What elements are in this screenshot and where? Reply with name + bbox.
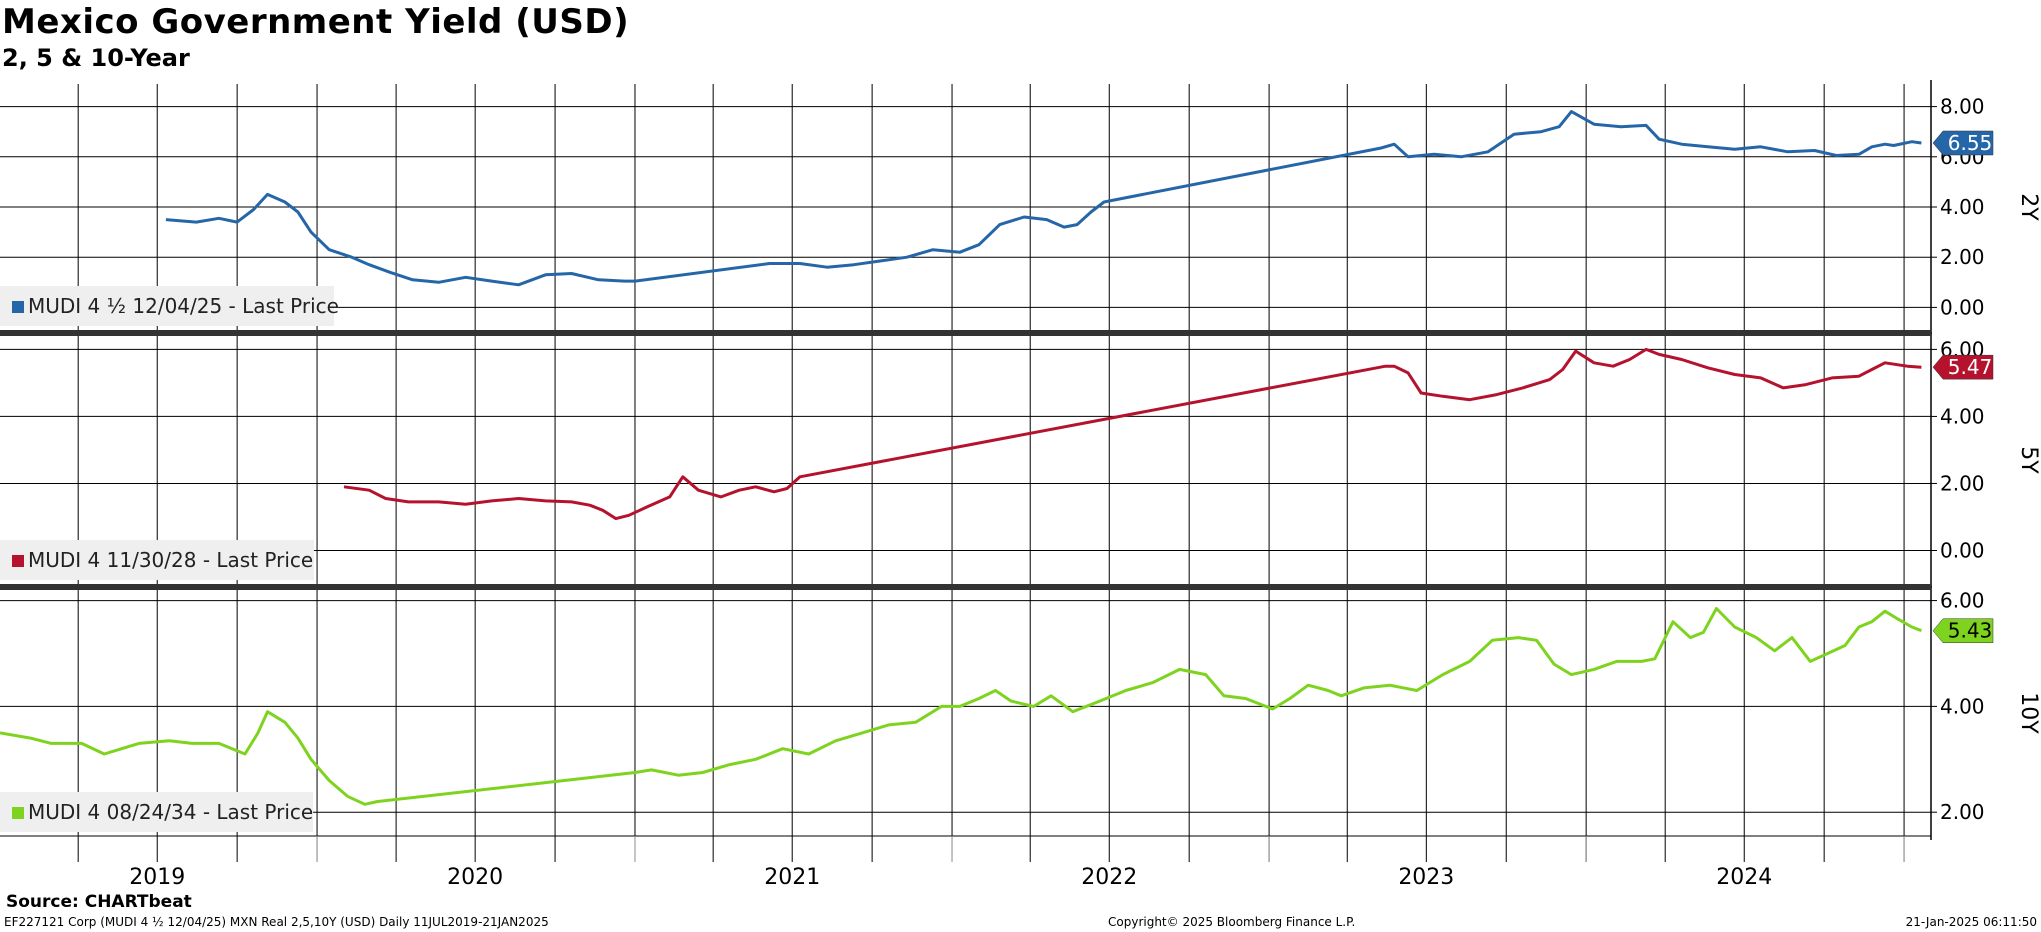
x-tick-label: 2019 (129, 865, 185, 890)
last-value-label: 5.47 (1948, 355, 1993, 379)
legend-background (0, 792, 313, 832)
panel-separator (0, 330, 1931, 336)
x-tick-label: 2023 (1398, 865, 1454, 890)
y-tick-label: 2.00 (1940, 471, 1985, 495)
legend-swatch (12, 301, 24, 313)
last-value-label: 6.55 (1948, 131, 1993, 155)
panel-10y: 6.00 4.00 2.00 10Y 5.43 MUDI 4 08/24/34 - Las… (0, 586, 2041, 840)
last-value-label: 5.43 (1948, 619, 1993, 643)
last-value-tag-shape (1932, 618, 1994, 643)
series-line-10y (0, 607, 1922, 806)
series-line-2y (165, 110, 1922, 287)
legend-entry: MUDI 4 11/30/28 - Last Price (28, 548, 313, 572)
y-tick-label: 2.00 (1940, 800, 1985, 824)
legend-background (0, 540, 314, 580)
x-tick-label: 2020 (447, 865, 503, 890)
last-value-tag: 5.47 (1932, 354, 1994, 380)
legend: MUDI 4 08/24/34 - Last Price (0, 792, 313, 832)
chart-title: Mexico Government Yield (USD) (2, 2, 630, 42)
y-tick-label: 2.00 (1940, 245, 1985, 269)
x-axis: 2019 2020 2021 2022 2023 2024 (0, 835, 1931, 890)
legend-entry: MUDI 4 ½ 12/04/25 - Last Price (28, 294, 339, 318)
x-tick-label: 2021 (764, 865, 820, 890)
y-axis-label: 2Y (2016, 193, 2041, 221)
last-value-tag: 5.43 (1932, 618, 1994, 643)
source-note: Source: CHARTbeat (6, 892, 192, 912)
legend-swatch (12, 555, 24, 567)
footer-copyright: Copyright© 2025 Bloomberg Finance L.P. (1108, 915, 1356, 929)
y-axis-label: 10Y (2016, 692, 2041, 734)
y-tick-label: 8.00 (1940, 95, 1985, 119)
last-value-tag-shape (1932, 354, 1994, 380)
y-tick-label: 4.00 (1940, 195, 1985, 219)
y-tick-label: 4.00 (1940, 694, 1985, 718)
panel-separator (0, 584, 1931, 590)
y-axis-label: 5Y (2016, 446, 2041, 474)
last-value-tag: 6.55 (1932, 130, 1994, 156)
y-tick-label: 0.00 (1940, 295, 1985, 319)
footer-security-info: EF227121 Corp (MUDI 4 ½ 12/04/25) MXN Re… (4, 915, 549, 929)
legend-entry: MUDI 4 08/24/34 - Last Price (28, 800, 313, 824)
grid-lines (77, 84, 1905, 862)
y-tick-label: 4.00 (1940, 404, 1985, 428)
series-line-5y (343, 347, 1922, 521)
y-tick-label: 6.00 (1940, 589, 1985, 613)
legend-swatch (12, 807, 24, 819)
footer-timestamp: 21-Jan-2025 06:11:50 (1905, 915, 2037, 929)
legend-background (0, 286, 334, 326)
legend: MUDI 4 ½ 12/04/25 - Last Price (0, 286, 339, 326)
chart-subtitle: 2, 5 & 10-Year (2, 44, 190, 72)
y-tick-label: 0.00 (1940, 538, 1985, 562)
x-tick-label: 2024 (1716, 865, 1772, 890)
legend: MUDI 4 11/30/28 - Last Price (0, 540, 314, 580)
x-tick-label: 2022 (1081, 865, 1137, 890)
last-value-tag-shape (1932, 130, 1994, 156)
